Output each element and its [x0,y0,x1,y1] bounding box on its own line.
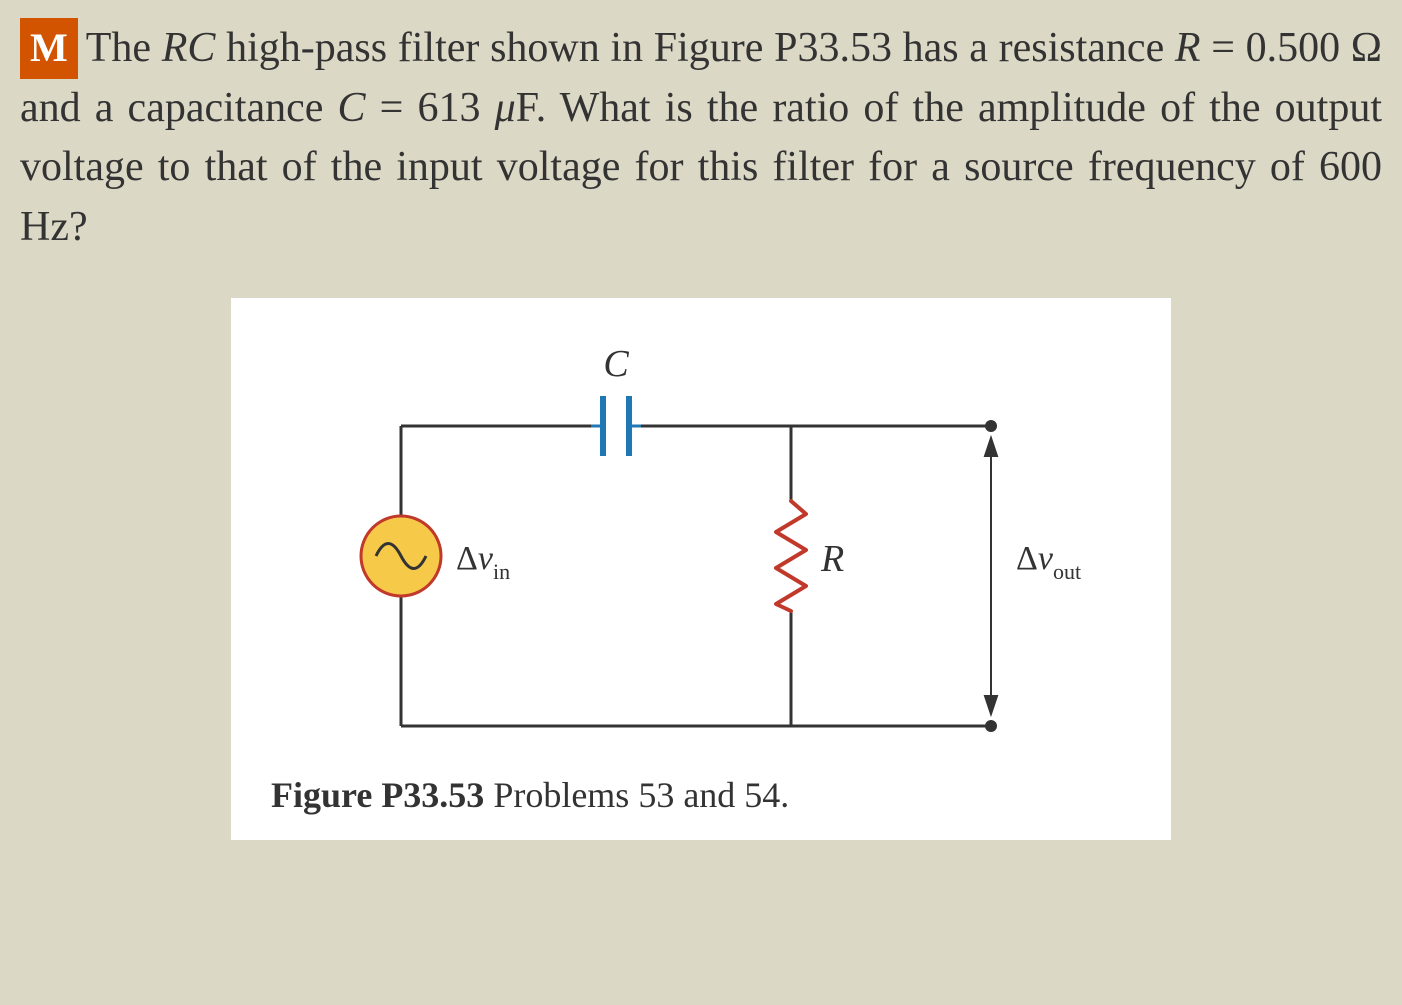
text-p2: high-pass filter shown in Figure P33.53 … [215,25,1174,71]
text-p1: The [86,25,162,71]
problem-text: MThe RC high-pass filter shown in Figure… [20,18,1382,258]
figure-box: C R Δvin Δvout Figure P33.53 Problems 53… [231,298,1171,840]
text-Rvar: R [1175,25,1201,71]
text-rc: RC [162,25,216,71]
text-mu: μ [495,85,516,131]
text-p4: = 613 [366,85,495,131]
label-dv-in: Δvin [456,540,510,584]
text-Cvar: C [338,85,366,131]
circuit-diagram: C R Δvin Δvout [291,326,1111,756]
label-dv-out: Δvout [1016,540,1081,584]
figure-caption: Figure P33.53 Problems 53 and 54. [271,774,1131,816]
label-C: C [603,343,629,385]
label-R: R [820,538,844,580]
figure-caption-rest: Problems 53 and 54. [484,775,789,815]
figure-container: C R Δvin Δvout Figure P33.53 Problems 53… [20,298,1382,840]
figure-caption-bold: Figure P33.53 [271,775,484,815]
m-badge: M [20,18,78,79]
